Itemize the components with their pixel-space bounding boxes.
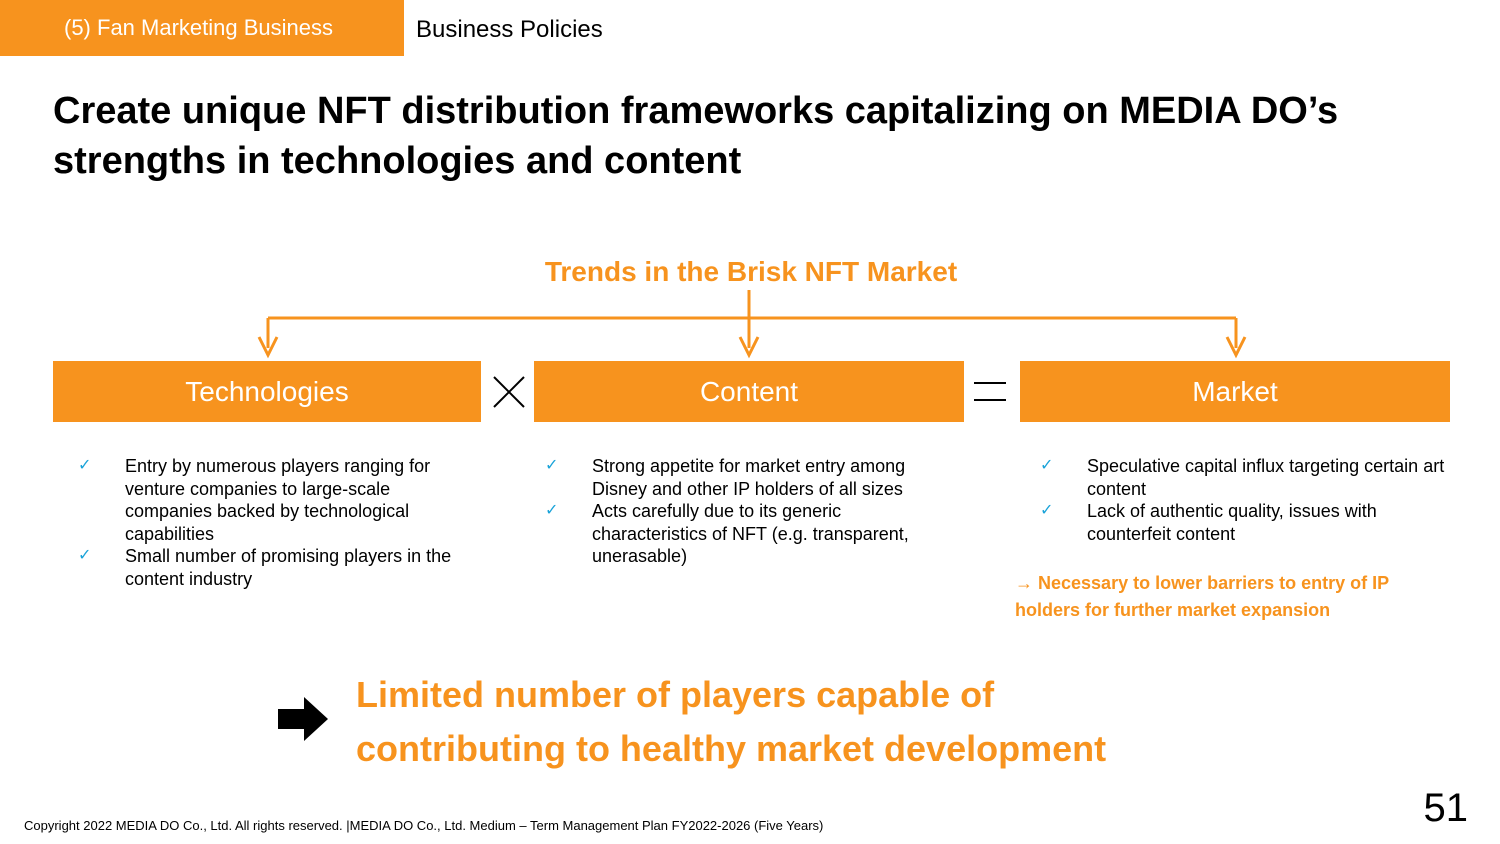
section-tag-label: (5) Fan Marketing Business — [64, 15, 333, 40]
check-icon: ✓ — [1040, 502, 1054, 519]
content-label: Content — [699, 375, 799, 407]
section-title: Business Policies — [416, 16, 603, 43]
page-title-line-1: Create unique NFT distribution framework… — [53, 90, 1339, 132]
check-icon: ✓ — [545, 502, 559, 519]
list-item: ✓ Speculative capital influx targeting ce… — [1040, 456, 1445, 499]
page-title: Create unique NFT distribution framework… — [53, 86, 1483, 186]
page-title-line-2: strengths in technologies and content — [53, 140, 742, 182]
check-icon: ✓ — [545, 457, 559, 474]
market-label: Market — [1192, 375, 1278, 407]
content-box: Content — [534, 361, 964, 422]
check-icon: ✓ — [78, 457, 92, 474]
equals-operator-icon — [974, 382, 1006, 401]
times-operator-icon — [493, 376, 525, 408]
market-list: ✓ Speculative capital influx targeting ce… — [1040, 455, 1450, 545]
conclusion-text: Limited number of players capable of con… — [356, 668, 1256, 776]
list-item: ✓ Small number of promising players in th… — [78, 546, 452, 589]
technologies-list: ✓ Entry by numerous players ranging for v… — [78, 455, 478, 590]
conclusion-line-2: contributing to healthy market developme… — [356, 728, 1107, 769]
right-arrow-icon — [278, 697, 328, 741]
market-note: → Necessary to lower barriers to entry o… — [1015, 573, 1389, 620]
list-item: ✓ Strong appetite for market entry among … — [545, 456, 906, 499]
list-item: ✓ Acts carefully due to its generic chara… — [545, 501, 909, 566]
conclusion-line-1: Limited number of players capable of — [356, 674, 995, 715]
market-box: Market — [1020, 361, 1450, 422]
section-tag: (5) Fan Marketing Business — [0, 0, 404, 56]
list-item: ✓ Lack of authentic quality, issues with … — [1040, 501, 1377, 544]
check-icon: ✓ — [1040, 457, 1054, 474]
check-icon: ✓ — [78, 547, 92, 564]
page-number: 51 — [1423, 786, 1469, 830]
technologies-box: Technologies — [53, 361, 481, 422]
trend-title: Trends in the Brisk NFT Market — [544, 256, 958, 287]
footer-copyright: Copyright 2022 MEDIA DO Co., Ltd. All ri… — [24, 818, 824, 833]
list-item: ✓ Entry by numerous players ranging for v… — [78, 456, 431, 544]
content-list: ✓ Strong appetite for market entry among … — [545, 455, 945, 568]
technologies-label: Technologies — [185, 375, 349, 407]
